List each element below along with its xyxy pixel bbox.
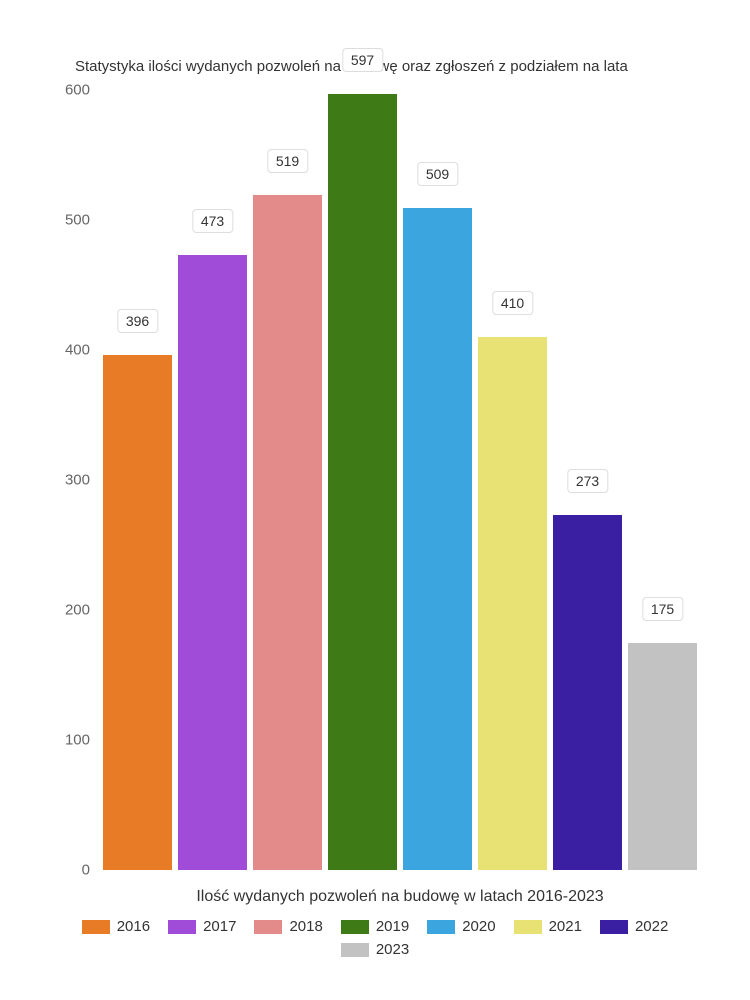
value-label-2019: 597 [342,48,383,72]
legend-label-2018: 2018 [289,918,322,935]
legend-item-2020: 2020 [427,918,495,935]
bar-2020 [403,208,472,870]
legend-swatch-2020 [427,920,455,934]
bar-2018 [253,195,322,870]
legend-label-2016: 2016 [117,918,150,935]
legend-swatch-2019 [341,920,369,934]
legend-item-2017: 2017 [168,918,236,935]
legend: 2016 2017 2018 2019 2020 2021 2022 2023 [0,918,750,958]
legend-swatch-2018 [254,920,282,934]
legend-label-2019: 2019 [376,918,409,935]
legend-item-2022: 2022 [600,918,668,935]
y-tick-200: 200 [65,602,90,619]
bar-2017 [178,255,247,870]
legend-swatch-2023 [341,943,369,957]
bar-2016 [103,355,172,870]
y-tick-600: 600 [65,82,90,99]
plot-area: 396473519597509410273175 [100,90,700,870]
y-tick-100: 100 [65,732,90,749]
legend-item-2021: 2021 [514,918,582,935]
y-tick-400: 400 [65,342,90,359]
legend-label-2022: 2022 [635,918,668,935]
x-axis-label: Ilość wydanych pozwoleń na budowę w lata… [100,888,700,906]
legend-item-2016: 2016 [82,918,150,935]
bar-chart: Statystyka ilości wydanych pozwoleń na b… [0,0,750,1000]
value-label-2016: 396 [117,309,158,333]
legend-item-2019: 2019 [341,918,409,935]
legend-label-2017: 2017 [203,918,236,935]
y-tick-500: 500 [65,212,90,229]
legend-swatch-2022 [600,920,628,934]
y-tick-0: 0 [82,862,90,879]
legend-label-2023: 2023 [376,941,409,958]
value-label-2017: 473 [192,209,233,233]
y-tick-300: 300 [65,472,90,489]
legend-swatch-2021 [514,920,542,934]
bar-2021 [478,337,547,870]
value-label-2022: 273 [567,469,608,493]
legend-item-2023: 2023 [341,941,409,958]
legend-label-2021: 2021 [549,918,582,935]
legend-swatch-2017 [168,920,196,934]
bar-2022 [553,515,622,870]
value-label-2021: 410 [492,291,533,315]
legend-label-2020: 2020 [462,918,495,935]
legend-item-2018: 2018 [254,918,322,935]
value-label-2018: 519 [267,149,308,173]
legend-swatch-2016 [82,920,110,934]
bar-2023 [628,643,697,871]
value-label-2020: 509 [417,162,458,186]
value-label-2023: 175 [642,597,683,621]
bar-2019 [328,94,397,870]
